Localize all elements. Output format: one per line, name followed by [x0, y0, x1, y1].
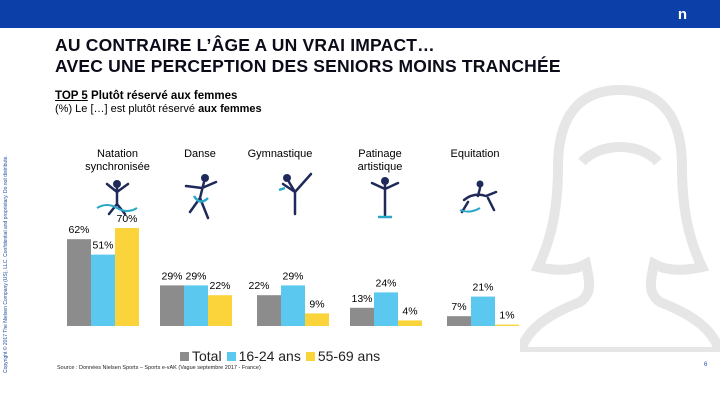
value-label-16-24-1: 29% — [185, 270, 206, 282]
subtitle-top-prefix: TOP 5 — [55, 90, 88, 102]
dancer-icon — [184, 174, 218, 220]
equestrian-icon — [459, 180, 498, 214]
bar-16-24-3 — [374, 292, 398, 326]
legend-swatch-55-69 — [305, 351, 315, 361]
bar-total-3 — [350, 307, 374, 326]
category-label-gymnastique: Gymnastique — [247, 148, 313, 160]
value-label-total-1: 29% — [161, 270, 182, 282]
bar-16-24-4 — [471, 296, 495, 326]
subtitle-top: TOP 5 Plutôt réservé aux femmes — [55, 90, 237, 102]
value-label-total-0: 62% — [68, 224, 89, 236]
legend-item-55-69: 55-69 ans — [305, 348, 381, 364]
value-label-16-24-0: 51% — [92, 240, 113, 252]
value-label-total-4: 7% — [451, 301, 466, 313]
nielsen-logo: n — [677, 5, 687, 23]
category-label-natation: Natation synchronisée — [85, 148, 150, 173]
bar-55-69-4 — [495, 324, 519, 326]
value-label-16-24-3: 24% — [375, 277, 396, 289]
skater-icon — [370, 177, 400, 219]
legend-swatch-16-24 — [226, 351, 236, 361]
bar-total-0 — [67, 239, 91, 326]
bar-total-4 — [447, 316, 471, 326]
value-label-16-24-4: 21% — [472, 282, 493, 294]
bar-16-24-2 — [281, 285, 305, 326]
page-number: 6 — [704, 362, 708, 368]
legend-label-16-24: 16-24 ans — [238, 348, 301, 364]
value-label-55-69-0: 70% — [116, 213, 137, 225]
bar-55-69-0 — [115, 228, 139, 326]
legend-swatch-total — [180, 351, 189, 361]
bar-total-2 — [257, 295, 281, 326]
slide-title: AU CONTRAIRE L’ÂGE A UN VRAI IMPACT… AVE… — [55, 35, 561, 76]
woman-silhouette-icon — [520, 84, 720, 352]
value-label-55-69-4: 1% — [499, 310, 514, 322]
bar-55-69-2 — [305, 313, 329, 326]
legend-label-total: Total — [192, 348, 222, 364]
value-label-55-69-3: 4% — [402, 305, 417, 317]
source-note: Source : Données Nielsen Sports – Sports… — [57, 365, 261, 371]
gymnast-icon — [278, 172, 313, 216]
value-label-55-69-1: 22% — [209, 280, 230, 292]
swimmer-icon — [96, 180, 138, 216]
bar-55-69-3 — [398, 320, 422, 326]
legend-item-16-24: 16-24 ans — [226, 348, 301, 364]
value-label-16-24-2: 29% — [282, 270, 303, 282]
subtitle-question-bold: aux femmes — [198, 103, 262, 115]
copyright-note: Copyright © 2017 The Nielsen Company (US… — [3, 155, 9, 373]
bar-55-69-1 — [208, 295, 232, 326]
category-label-patinage: Patinage artistique — [357, 148, 403, 173]
value-label-total-3: 13% — [351, 293, 372, 305]
value-label-55-69-2: 9% — [309, 298, 324, 310]
subtitle-question: (%) Le […] est plutôt réservé aux femmes — [55, 103, 262, 115]
category-label-danse: Danse — [184, 148, 216, 160]
value-label-total-2: 22% — [248, 280, 269, 292]
bar-16-24-1 — [184, 285, 208, 326]
bar-total-1 — [160, 285, 184, 326]
category-label-equitation: Equitation — [450, 148, 500, 160]
header-bar: n — [0, 0, 720, 28]
legend-item-total: Total — [180, 348, 222, 364]
legend-label-55-69: 55-69 ans — [317, 348, 381, 364]
subtitle-top-rest: Plutôt réservé aux femmes — [87, 90, 238, 102]
subtitle-question-prefix: (%) Le […] est plutôt réservé — [55, 103, 199, 115]
chart-legend: Total 16-24 ans 55-69 ans — [180, 346, 385, 366]
bar-16-24-0 — [91, 254, 115, 326]
